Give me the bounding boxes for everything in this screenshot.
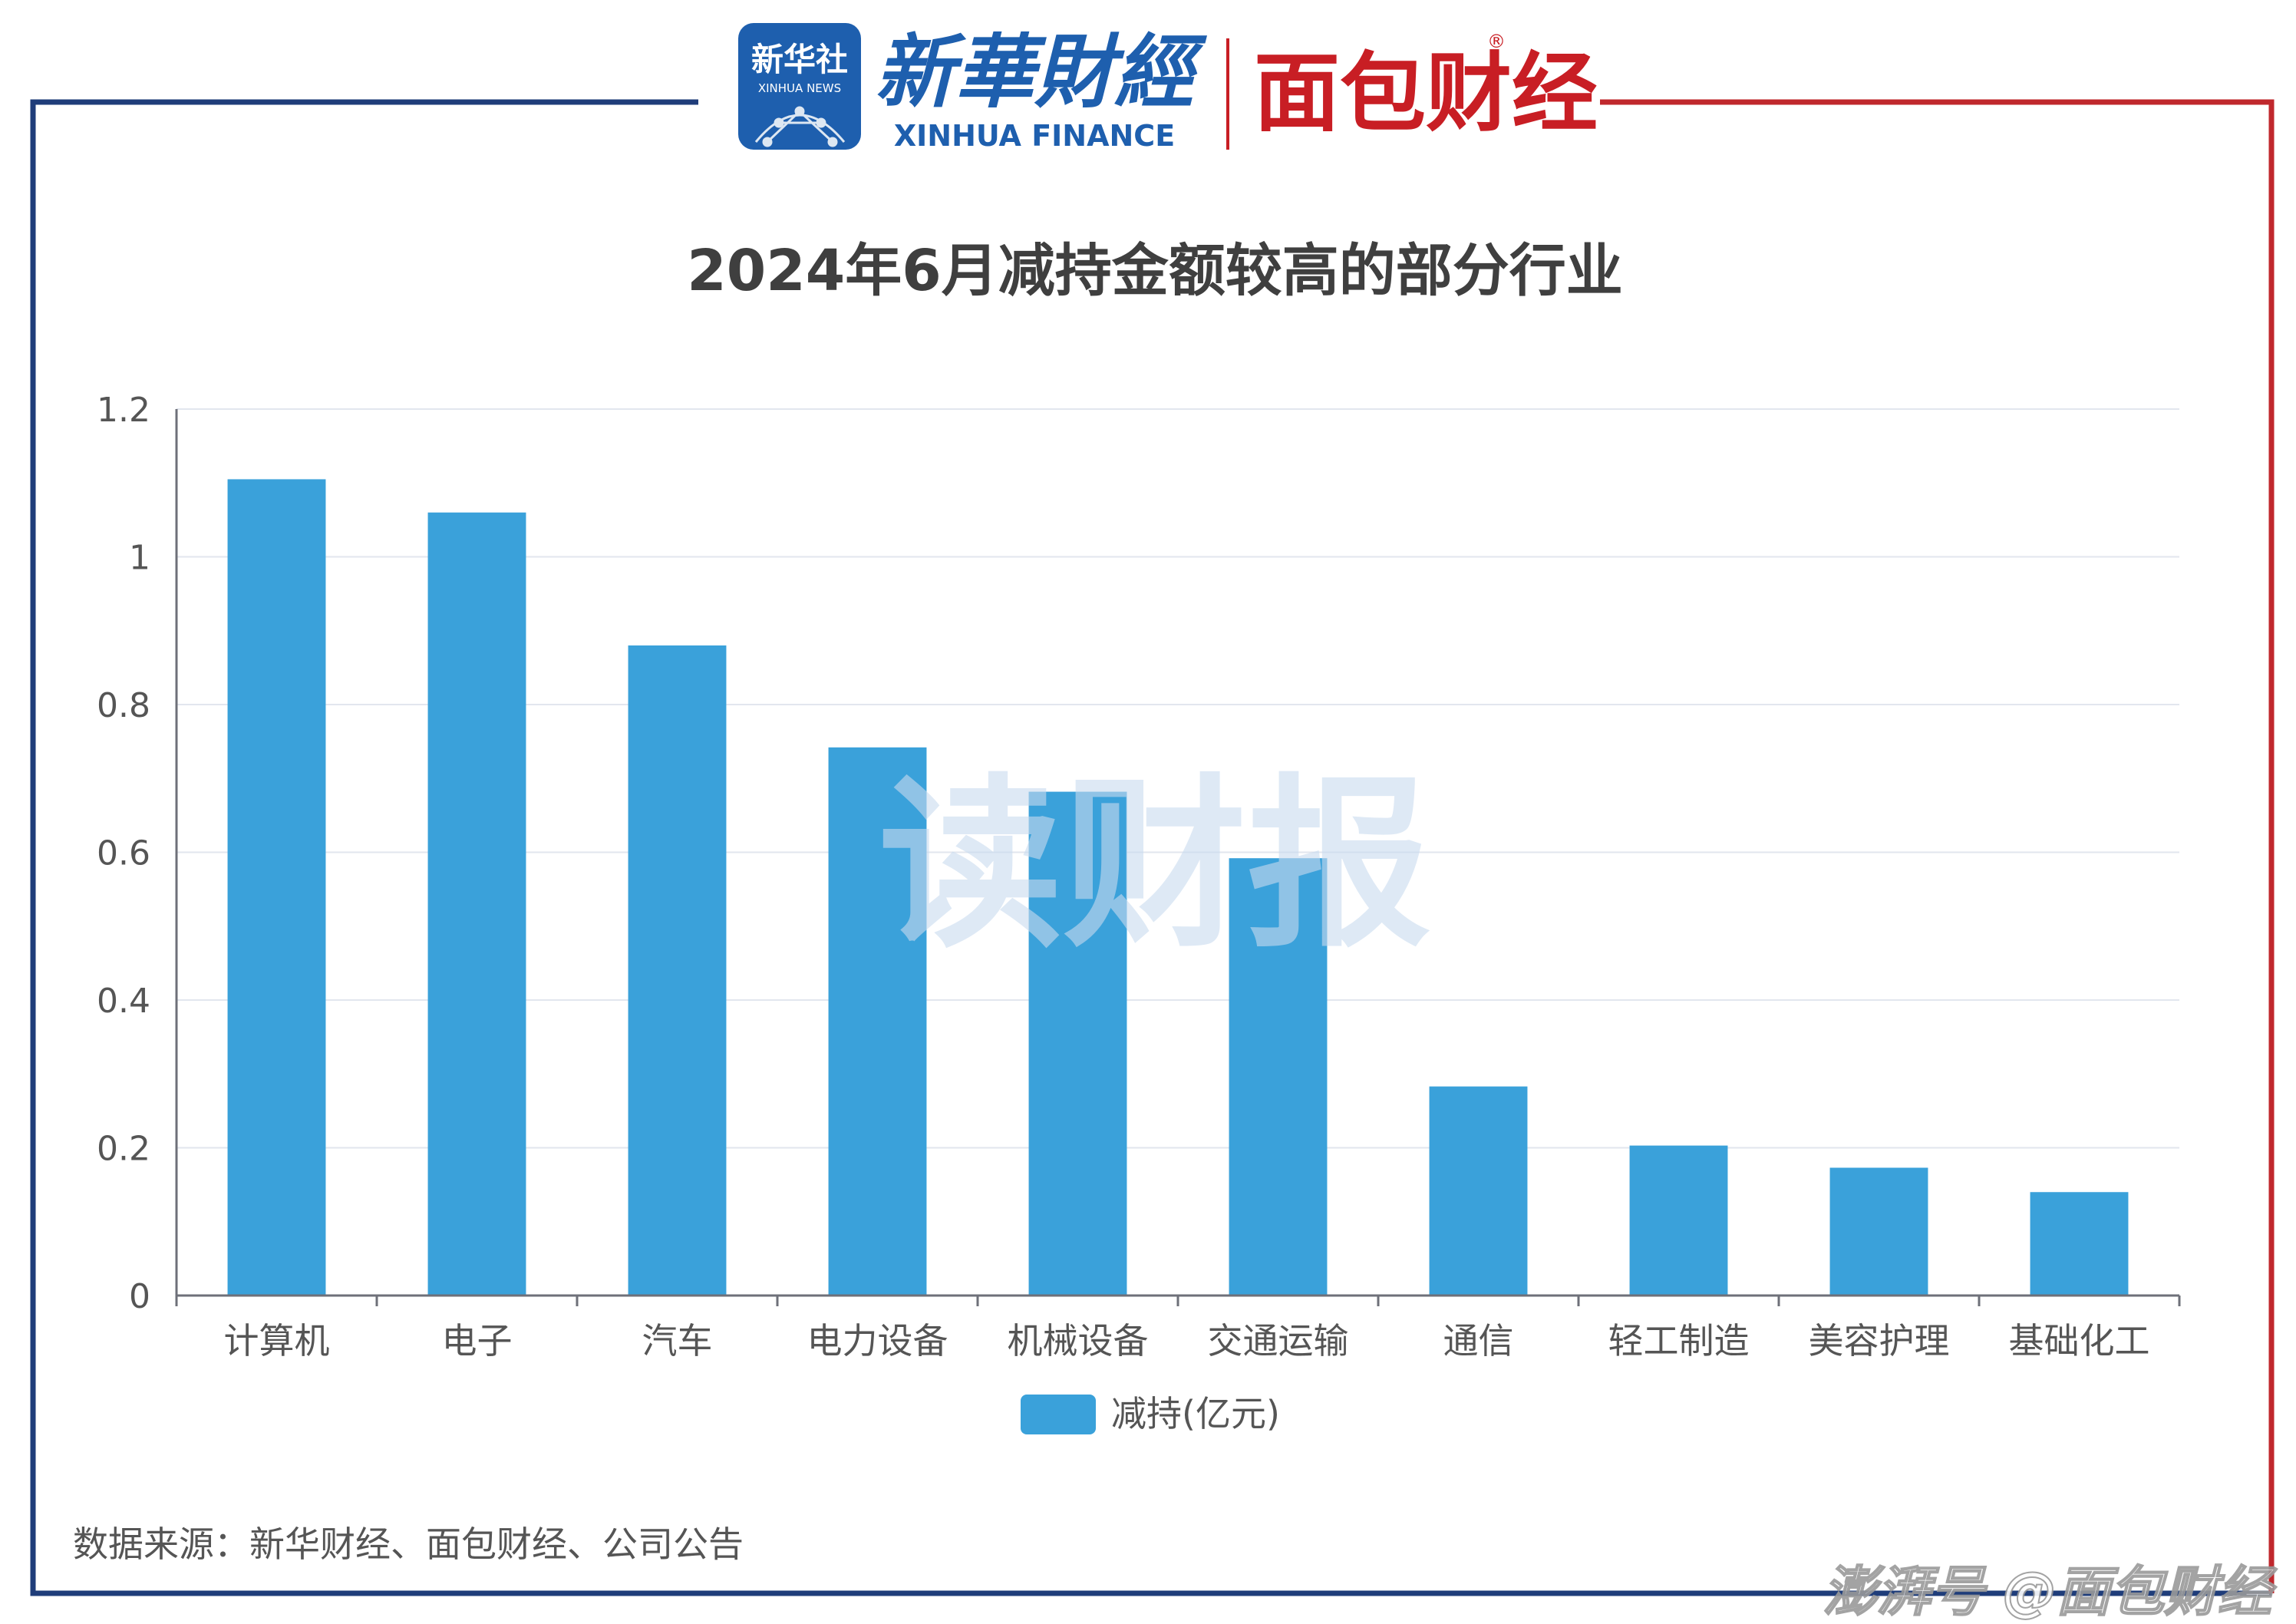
footer-platform-watermark: 澎湃号 @面包财经 bbox=[1823, 1560, 2278, 1623]
legend[interactable]: 减持(亿元) bbox=[1021, 1393, 1280, 1434]
xinhua-news-badge-label-en: XINHUA NEWS bbox=[758, 81, 841, 95]
mianbao-finance-wordmark: 面包财经 bbox=[1254, 44, 1598, 144]
x-tick-label: 基础化工 bbox=[2009, 1320, 2150, 1362]
x-tick-label: 美容护理 bbox=[1809, 1320, 1950, 1362]
header-logos: 新华社 XINHUA NEWS 新華財經 XINHUA FINANCE 面包财经… bbox=[738, 23, 1598, 153]
mianbao-finance-logo: 面包财经 ® bbox=[1254, 31, 1598, 144]
x-tick-label: 计算机 bbox=[224, 1320, 330, 1362]
x-tick-label: 机械设备 bbox=[1008, 1320, 1149, 1362]
bar-8[interactable] bbox=[1829, 1167, 1928, 1296]
bar-2[interactable] bbox=[628, 645, 727, 1296]
frame-left-border bbox=[30, 99, 2271, 1596]
xinhua-finance-wordmark-cn: 新華財經 bbox=[875, 25, 1208, 119]
legend-label: 减持(亿元) bbox=[1111, 1393, 1280, 1434]
y-tick-label: 0 bbox=[129, 1277, 150, 1316]
y-tick-label: 0.2 bbox=[97, 1130, 150, 1169]
chart-title: 2024年6月减持金额较高的部分行业 bbox=[687, 238, 1622, 304]
y-axis-tick-labels: 0 0.2 0.4 0.6 0.8 1 1.2 bbox=[97, 391, 150, 1316]
xinhua-finance-logo: 新華財經 XINHUA FINANCE bbox=[875, 25, 1208, 153]
x-tick-label: 通信 bbox=[1443, 1320, 1514, 1362]
xinhua-news-badge-label: 新华社 bbox=[751, 41, 848, 78]
watermark-text: 读财报 bbox=[879, 758, 1431, 972]
y-tick-label: 0.8 bbox=[97, 686, 150, 725]
bar-5[interactable] bbox=[1229, 858, 1328, 1296]
source-note: 数据来源：新华财经、面包财经、公司公告 bbox=[73, 1523, 744, 1565]
xinhua-finance-wordmark-en: XINHUA FINANCE bbox=[894, 119, 1175, 153]
bar-9[interactable] bbox=[2030, 1192, 2129, 1296]
network-globe-icon bbox=[754, 106, 846, 147]
x-tick-label: 交通运输 bbox=[1208, 1320, 1349, 1362]
x-tick-label: 轻工制造 bbox=[1608, 1320, 1750, 1362]
bar-3[interactable] bbox=[828, 747, 927, 1296]
bar-0[interactable] bbox=[227, 479, 326, 1296]
x-axis-tick-labels: 计算机 电子 汽车 电力设备 机械设备 交通运输 通信 轻工制造 美容护理 基础化工 bbox=[224, 1320, 2150, 1362]
axes bbox=[175, 409, 2181, 1306]
bar-series bbox=[227, 479, 2129, 1296]
y-tick-label: 1 bbox=[129, 539, 150, 578]
bar-1[interactable] bbox=[427, 512, 526, 1296]
xinhua-news-badge bbox=[738, 23, 861, 150]
x-tick-label: 电子 bbox=[442, 1320, 513, 1362]
x-tick-label: 汽车 bbox=[642, 1320, 713, 1362]
xinhua-news-logo: 新华社 XINHUA NEWS bbox=[738, 23, 861, 150]
x-tick-label: 电力设备 bbox=[807, 1320, 948, 1362]
y-tick-label: 0.6 bbox=[97, 834, 150, 873]
frame-right-border bbox=[1600, 99, 2275, 1593]
registered-trademark-mark: ® bbox=[1487, 31, 1506, 52]
y-tick-label: 0.4 bbox=[97, 982, 150, 1021]
bar-7[interactable] bbox=[1629, 1145, 1728, 1296]
y-tick-label: 1.2 bbox=[97, 391, 150, 430]
bar-6[interactable] bbox=[1429, 1086, 1528, 1296]
bar-4[interactable] bbox=[1028, 791, 1127, 1296]
legend-swatch bbox=[1021, 1395, 1096, 1434]
outer-frame bbox=[30, 99, 2275, 1596]
